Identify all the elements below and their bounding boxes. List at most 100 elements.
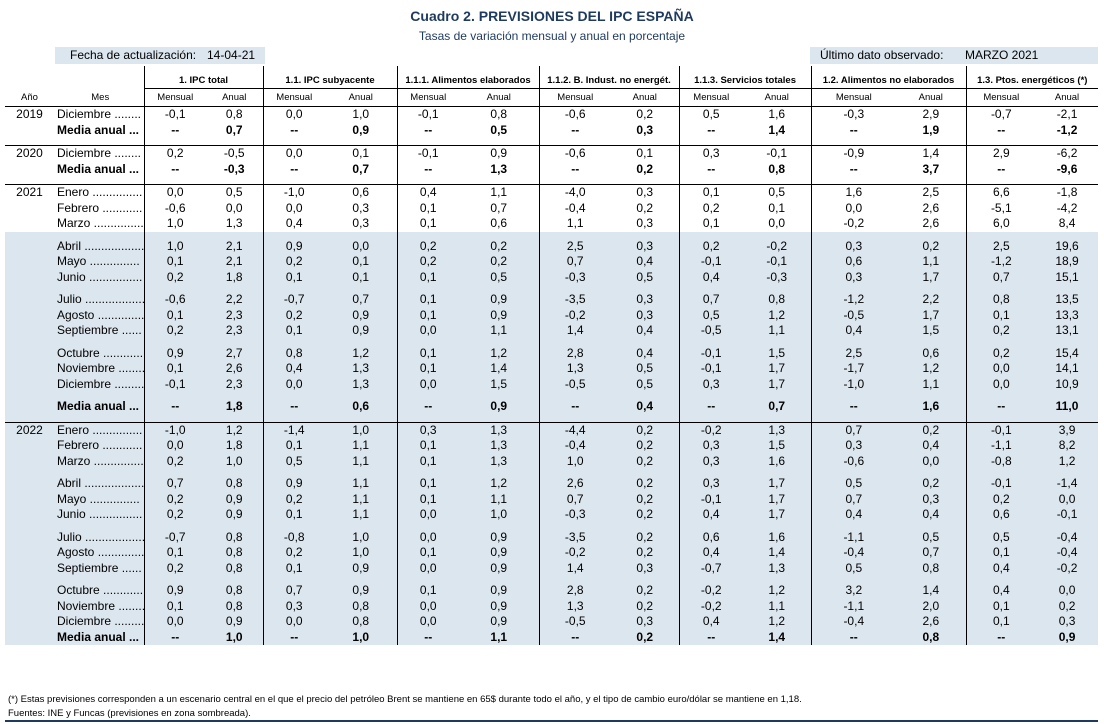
year-cell bbox=[5, 453, 54, 469]
annual-value-cell: 0,1 bbox=[325, 254, 398, 270]
annual-value-cell: 0,3 bbox=[352, 200, 370, 215]
monthly-value-cell: -- bbox=[538, 629, 612, 645]
annual-value-cell: 0,3 bbox=[636, 122, 654, 137]
annual-value-cell: 1,3 bbox=[325, 361, 398, 377]
annual-value-cell: 1,8 bbox=[206, 399, 263, 415]
monthly-value-cell: 0,1 bbox=[262, 560, 325, 576]
monthly-value-cell: 2,9 bbox=[965, 145, 1037, 162]
annual-value-cell: -1,4 bbox=[1036, 476, 1099, 492]
annual-value-cell: 1,1 bbox=[896, 376, 967, 392]
update-date-bar: Fecha de actualización: 14-04-21 bbox=[55, 47, 265, 64]
annual-value-cell: 0,8 bbox=[206, 598, 263, 614]
annual-value-cell: 18,9 bbox=[1036, 254, 1099, 270]
annual-value-cell: 0,2 bbox=[611, 529, 680, 545]
annual-value-cell: 0,5 bbox=[459, 269, 540, 285]
annual-average-row: Media anual ... -- 1,0 -- 1,0 -- 1,1 -- 0,2 -- 1,4… bbox=[5, 629, 1099, 645]
monthly-value-cell: 0,0 bbox=[143, 184, 206, 201]
annual-value-cell: -0,4 bbox=[1036, 545, 1099, 561]
year-cell bbox=[5, 560, 54, 576]
monthly-value-cell: -- bbox=[396, 122, 460, 138]
anual-header: Anual bbox=[325, 88, 398, 107]
annual-value-cell: 13,5 bbox=[1036, 292, 1099, 308]
annual-value-cell: 0,8 bbox=[325, 614, 398, 630]
annual-value-cell: 1,3 bbox=[459, 438, 540, 454]
annual-value-cell: 0,2 bbox=[611, 629, 680, 645]
month-cell: Noviembre ......... bbox=[54, 361, 145, 377]
annual-value-cell: 0,9 bbox=[459, 614, 540, 630]
group-header: 1.1. IPC subyacente bbox=[262, 66, 398, 89]
year-cell bbox=[5, 507, 54, 523]
annual-value-cell: 0,7 bbox=[352, 161, 370, 176]
month-cell: Abril .................. bbox=[54, 476, 145, 492]
year-header: Año bbox=[5, 88, 54, 107]
monthly-value-cell: 6,6 bbox=[965, 184, 1037, 201]
annual-value-cell: 0,2 bbox=[611, 545, 680, 561]
annual-value-cell: 1,5 bbox=[743, 345, 812, 361]
table-row: Abril .................. 0,7 0,8 0,9 1,1 0,1 1… bbox=[5, 476, 1099, 492]
monthly-value-cell: -0,3 bbox=[810, 106, 897, 123]
annual-value-cell: 2,5 bbox=[922, 185, 940, 199]
monthly-value-cell: -0,6 bbox=[810, 453, 897, 469]
annual-value-cell: 0,1 bbox=[636, 146, 654, 160]
annual-value-cell: 0,3 bbox=[611, 238, 680, 254]
year-cell: 2021 bbox=[16, 185, 43, 199]
annual-value-cell: 1,3 bbox=[459, 422, 540, 438]
annual-value-cell: 0,8 bbox=[206, 476, 263, 492]
monthly-value-cell: 0,2 bbox=[143, 491, 206, 507]
monthly-value-cell: -1,4 bbox=[262, 422, 325, 438]
monthly-value-cell: -1,0 bbox=[143, 422, 206, 438]
annual-value-cell: 0,8 bbox=[225, 107, 243, 121]
monthly-value-cell: 0,0 bbox=[262, 106, 325, 123]
year-cell bbox=[5, 598, 54, 614]
monthly-value-cell: 2,8 bbox=[538, 345, 612, 361]
monthly-value-cell: 2,5 bbox=[810, 345, 897, 361]
annual-value-cell: 0,9 bbox=[459, 598, 540, 614]
annual-value-cell: -0,1 bbox=[766, 146, 788, 160]
monthly-value-cell: 0,6 bbox=[678, 529, 744, 545]
year-cell bbox=[5, 123, 54, 139]
annual-value-cell: 0,7 bbox=[743, 399, 812, 415]
annual-value-cell: 0,1 bbox=[768, 200, 786, 215]
monthly-value-cell: -0,8 bbox=[965, 453, 1037, 469]
annual-value-cell: 0,3 bbox=[352, 216, 370, 230]
ipc-forecast-table: 1. IPC total 1.1. IPC subyacente 1.1.1. … bbox=[5, 66, 1099, 645]
monthly-value-cell: 0,1 bbox=[965, 545, 1037, 561]
monthly-value-cell: 0,8 bbox=[965, 292, 1037, 308]
monthly-value-cell: 2,8 bbox=[538, 583, 612, 599]
annual-value-cell: 0,2 bbox=[896, 238, 967, 254]
group-header: 1.3. Ptos. energéticos (*) bbox=[965, 66, 1099, 89]
mensual-header: Mensual bbox=[810, 88, 897, 107]
table-row: Agosto .............. 0,1 2,3 0,2 0,9 0,1 0,9-… bbox=[5, 307, 1099, 323]
annual-value-cell: 0,5 bbox=[225, 185, 243, 199]
table-row: Mayo ............... 0,1 2,1 0,2 0,1 0,2 0,2 0,… bbox=[5, 254, 1099, 270]
monthly-value-cell: 0,0 bbox=[396, 529, 460, 545]
annual-value-cell: 1,4 bbox=[922, 146, 940, 160]
monthly-value-cell: -0,1 bbox=[965, 476, 1037, 492]
anual-header: Anual bbox=[896, 88, 967, 107]
annual-value-cell: 0,3 bbox=[611, 307, 680, 323]
monthly-value-cell: 0,0 bbox=[396, 323, 460, 339]
monthly-value-cell: 0,1 bbox=[396, 453, 460, 469]
monthly-value-cell: 0,4 bbox=[396, 184, 460, 201]
annual-value-cell: -2,1 bbox=[1056, 107, 1078, 121]
annual-value-cell: 2,3 bbox=[206, 376, 263, 392]
monthly-value-cell: 0,0 bbox=[262, 376, 325, 392]
table-row: 2020 Diciembre ........ 0,2 -0,5 0,0 0,1 -0,1 0… bbox=[5, 145, 1098, 162]
annual-value-cell: 0,8 bbox=[768, 161, 786, 176]
month-header: Mes bbox=[54, 88, 145, 107]
annual-value-cell: 0,9 bbox=[459, 529, 540, 545]
monthly-value-cell: -1,1 bbox=[965, 438, 1037, 454]
monthly-value-cell: 1,4 bbox=[538, 560, 612, 576]
annual-value-cell: 1,3 bbox=[325, 376, 398, 392]
monthly-value-cell: 0,9 bbox=[143, 583, 206, 599]
annual-value-cell: 0,3 bbox=[1036, 614, 1099, 630]
annual-value-cell: 1,0 bbox=[325, 422, 398, 438]
annual-value-cell: -0,3 bbox=[743, 269, 812, 285]
table-row: Noviembre ......... 0,1 2,6 0,4 1,3 0,1 1,4 1,3… bbox=[5, 361, 1099, 377]
monthly-value-cell: 2,5 bbox=[538, 238, 612, 254]
annual-value-cell: 1,4 bbox=[768, 122, 786, 137]
annual-value-cell: 0,0 bbox=[1036, 491, 1099, 507]
year-cell: 2020 bbox=[16, 146, 43, 160]
annual-value-cell: 0,3 bbox=[636, 216, 654, 230]
annual-value-cell: 1,1 bbox=[490, 185, 508, 199]
